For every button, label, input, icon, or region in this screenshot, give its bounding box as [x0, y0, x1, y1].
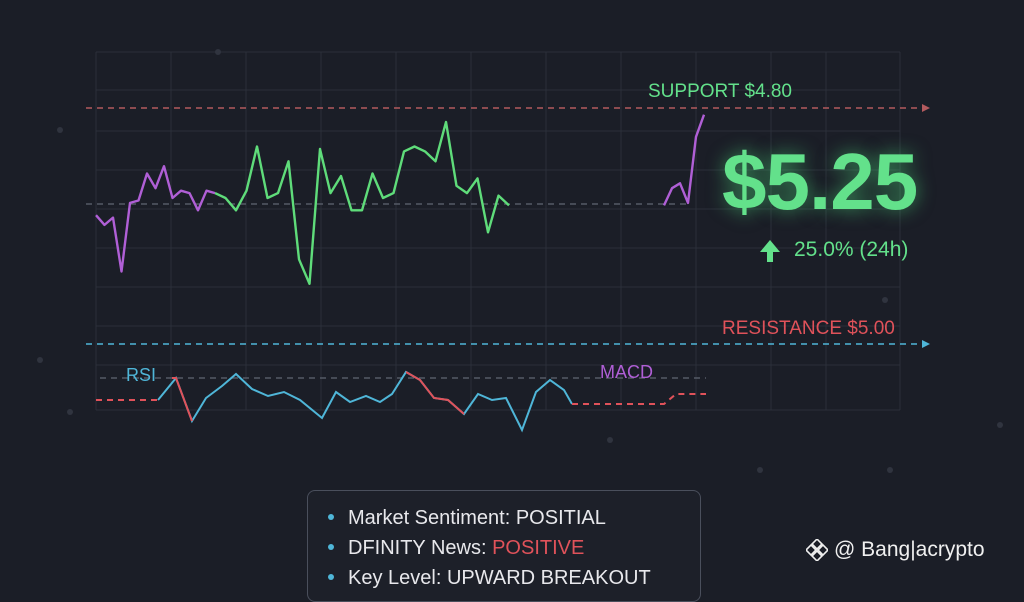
rsi-overbought-segment: [172, 377, 193, 422]
bullet-icon: [328, 573, 334, 580]
rsi-red-segment: [405, 371, 465, 415]
price-line: [662, 114, 706, 206]
background-dot: [997, 422, 1003, 428]
chart-grid: [95, 51, 901, 411]
indicator-series: [96, 370, 706, 433]
rsi-line: [157, 370, 573, 433]
support-line-arrow: [922, 104, 930, 112]
macd-label: MACD: [600, 362, 653, 382]
support-label: SUPPORT $4.80: [648, 81, 792, 102]
binance-logo-icon: [806, 539, 828, 561]
info-row-level: Key Level: UPWARD BREAKOUT: [328, 567, 651, 590]
news-value: POSITIVE: [492, 537, 585, 559]
info-text: Market Sentiment: POSITIAL: [348, 507, 606, 529]
background-dot: [215, 49, 221, 55]
current-price: $5.25: [722, 137, 918, 226]
background-dot: [882, 297, 888, 303]
background-circuit-dots: [37, 49, 1003, 558]
price-line: [214, 120, 510, 285]
resistance-line-arrow: [922, 340, 930, 348]
info-row-sentiment: Market Sentiment: POSITIAL: [328, 507, 606, 530]
info-row-news: DFINITY News: POSITIVE: [328, 537, 584, 560]
background-dot: [607, 437, 613, 443]
watermark: @ Bang|acrypto: [806, 538, 985, 562]
info-text: Key Level: UPWARD BREAKOUT: [348, 567, 651, 589]
price-change-text: 25.0% (24h): [794, 238, 909, 261]
background-dot: [757, 467, 763, 473]
price-change: 25.0% (24h): [760, 238, 908, 262]
watermark-text: @ Bang|acrypto: [834, 538, 985, 561]
background-dot: [37, 357, 43, 363]
price-line: [95, 164, 216, 273]
macd-tail-line: [572, 393, 706, 405]
background-dot: [67, 409, 73, 415]
price-series: [95, 114, 706, 285]
chart-canvas: SUPPORT $4.80 RESISTANCE $5.00 RSI MACD: [37, 49, 1003, 558]
arrow-up-icon: [760, 240, 780, 262]
rsi-label: RSI: [126, 365, 156, 385]
bullet-icon: [328, 543, 334, 550]
background-dot: [57, 127, 63, 133]
resistance-label: RESISTANCE $5.00: [722, 318, 895, 339]
info-text: DFINITY News:: [348, 537, 493, 559]
bullet-icon: [328, 513, 334, 520]
info-panel: Market Sentiment: POSITIAL DFINITY News:…: [307, 490, 701, 602]
background-dot: [887, 467, 893, 473]
